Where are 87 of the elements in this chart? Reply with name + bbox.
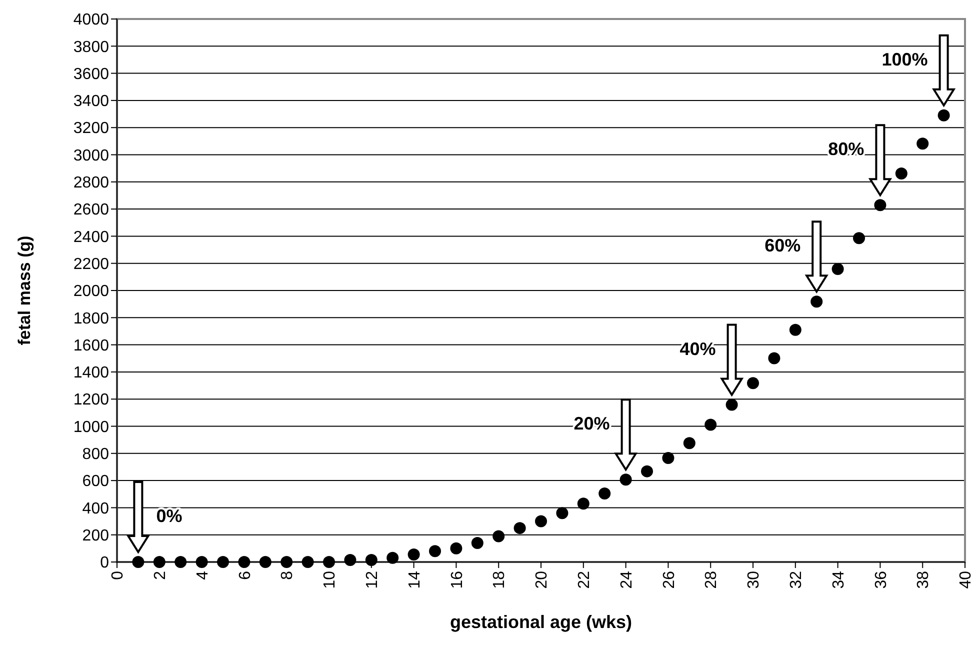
point [132,556,144,568]
point [238,556,250,568]
point [471,536,484,549]
point [683,437,696,450]
y-tick-label: 1000 [73,418,110,436]
point [429,545,441,558]
point [641,465,653,478]
x-tick-label: 28 [703,570,720,589]
point [874,199,886,212]
point [810,296,823,308]
point [620,474,632,486]
point [662,452,674,464]
y-tick-label: 600 [82,473,110,490]
y-tick-label: 800 [82,446,110,463]
x-tick-label: 22 [576,570,593,589]
point [196,556,208,568]
point [895,167,908,180]
y-tick-label: 2200 [73,256,110,273]
x-tick-label: 36 [872,570,890,589]
x-tick-label: 34 [830,570,848,589]
y-tick-label: 1400 [73,364,110,382]
point [938,109,950,122]
y-tick-label: 1200 [73,392,110,409]
y-tick-label: 200 [82,527,110,544]
x-tick-label: 32 [788,570,805,589]
x-axis-title: gestational age (wks) [450,612,632,632]
x-tick-label: 12 [364,570,381,589]
y-tick-label: 2600 [73,202,110,219]
point [704,418,717,431]
x-tick-label: 2 [152,570,169,580]
point [789,324,802,336]
y-tick-label: 1800 [73,310,110,328]
x-tick-label: 26 [660,570,678,589]
point [832,263,844,276]
x-tick-label: 40 [958,570,974,589]
y-tick-label: 3200 [73,120,110,138]
y-tick-label: 2000 [73,283,110,300]
y-tick-label: 4000 [73,12,110,29]
point [217,556,229,568]
point [323,556,335,568]
point [535,515,547,528]
y-tick-label: 400 [82,500,110,518]
x-tick-label: 38 [915,570,932,589]
x-tick-label: 24 [618,570,636,589]
point [598,487,611,500]
point [408,548,420,561]
point [450,542,462,554]
annotation: 60% [764,236,801,256]
point [853,232,865,244]
annotation: 80% [828,139,864,160]
x-tick-label: 18 [491,570,508,589]
x-tick-label: 0 [110,570,127,580]
y-tick-label: 3800 [73,38,110,56]
point [726,398,738,411]
point [174,556,187,568]
x-tick-label: 14 [406,570,424,589]
annotation: 0% [156,506,182,526]
point [302,556,314,568]
y-tick-label: 2800 [73,174,110,192]
x-tick-label: 8 [279,570,296,580]
x-tick-label: 6 [236,570,254,580]
annotation: 40% [680,338,716,359]
point [916,138,929,150]
point [280,556,293,568]
point [153,556,166,568]
point [365,554,378,566]
point [514,522,526,534]
point [386,552,399,564]
x-tick-label: 16 [448,570,466,589]
y-tick-label: 3600 [73,66,110,83]
y-axis-title: fetal mass (g) [15,236,34,346]
x-tick-label: 10 [322,570,339,589]
y-tick-label: 2400 [73,228,110,246]
y-tick-label: 1600 [73,337,110,354]
point [492,530,505,542]
point [556,507,568,520]
point [259,556,272,568]
y-tick-label: 3000 [73,147,110,164]
point [344,554,356,566]
x-tick-label: 30 [746,570,763,589]
x-tick-label: 20 [534,570,551,589]
point [768,352,780,364]
annotation: 100% [882,49,928,70]
x-tick-label: 4 [194,570,212,580]
point [577,498,590,510]
point [747,377,759,390]
y-tick-label: 3400 [73,93,110,110]
